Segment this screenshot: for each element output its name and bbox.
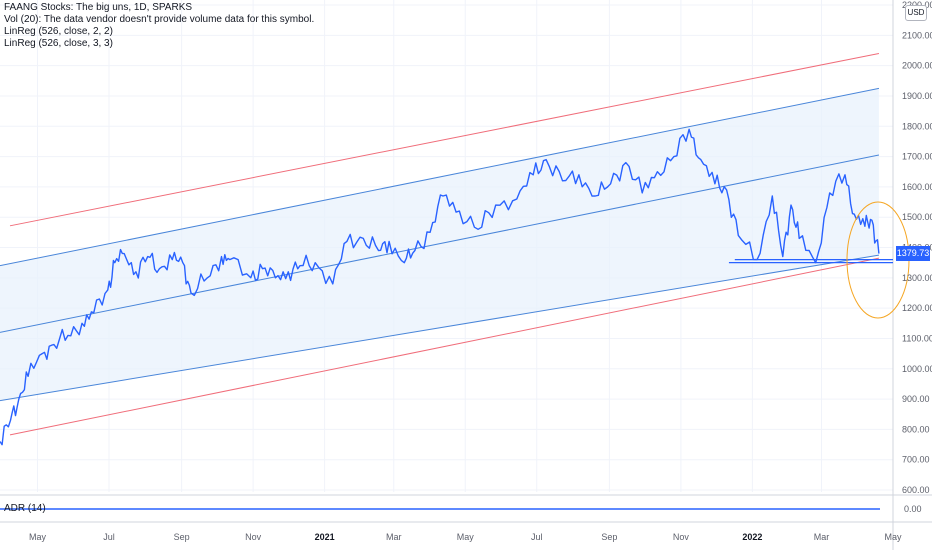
y-tick-label: 2000.00: [902, 61, 932, 71]
y-tick-label: 1700.00: [902, 152, 932, 162]
y-tick-label: 1200.00: [902, 303, 932, 313]
x-tick-label: May: [457, 532, 475, 542]
y-tick-label: 900.00: [902, 394, 930, 404]
outer-channel-upper-line: [9, 53, 880, 227]
legend-title[interactable]: FAANG Stocks: The big uns, 1D, SPARKS: [4, 2, 193, 13]
y-tick-label: 1600.00: [902, 182, 932, 192]
chart-legend: FAANG Stocks: The big uns, 1D, SPARKS Vo…: [4, 2, 314, 50]
adr-pane: 0.00: [0, 504, 922, 514]
x-tick-label: Sep: [174, 532, 190, 542]
price-series: [0, 128, 880, 446]
channel-mid-line: [0, 154, 880, 333]
x-tick-label: Jul: [103, 532, 115, 542]
y-tick-label: 2100.00: [902, 30, 932, 40]
y-tick-label: 800.00: [902, 424, 930, 434]
currency-badge[interactable]: USD: [905, 5, 927, 21]
y-tick-label: 600.00: [902, 485, 930, 495]
channel-lower-line: [0, 254, 880, 402]
y-tick-label: 1500.00: [902, 212, 932, 222]
x-tick-label: May: [884, 532, 902, 542]
channel-upper-line: [0, 87, 880, 267]
x-tick-label: Jul: [531, 532, 543, 542]
x-tick-label: 2021: [315, 532, 335, 542]
x-tick-label: Nov: [245, 532, 262, 542]
y-tick-label: 1300.00: [902, 273, 932, 283]
y-tick-label: 700.00: [902, 455, 930, 465]
outer-channel-lower-line: [9, 257, 880, 436]
legend-volume-note[interactable]: Vol (20): The data vendor doesn't provid…: [4, 14, 315, 25]
legend-linreg-2[interactable]: LinReg (526, close, 3, 3): [4, 38, 113, 49]
regression-channels: [0, 53, 880, 436]
x-tick-label: Mar: [386, 532, 402, 542]
y-tick-label: 1100.00: [902, 333, 932, 343]
x-tick-label: 2022: [742, 532, 762, 542]
y-tick-label: 1800.00: [902, 121, 932, 131]
x-tick-label: May: [29, 532, 47, 542]
adr-legend[interactable]: ADR (14): [4, 503, 46, 514]
x-tick-label: Mar: [814, 532, 830, 542]
x-axis: May Jul Sep Nov 2021 Mar May Jul Sep Nov 2022 Mar Ma…: [29, 532, 902, 542]
legend-linreg-1[interactable]: LinReg (526, close, 2, 2): [4, 26, 113, 37]
y-tick-label: 1000.00: [902, 364, 932, 374]
y-tick-label: 1900.00: [902, 91, 932, 101]
adr-value-label: 0.00: [904, 504, 922, 514]
x-tick-label: Sep: [601, 532, 617, 542]
x-tick-label: Nov: [673, 532, 690, 542]
last-price-tag: 1379.73: [896, 246, 930, 261]
regression-channel-fill: [0, 88, 879, 401]
price-line: [0, 128, 880, 446]
channel-band: [0, 88, 879, 401]
